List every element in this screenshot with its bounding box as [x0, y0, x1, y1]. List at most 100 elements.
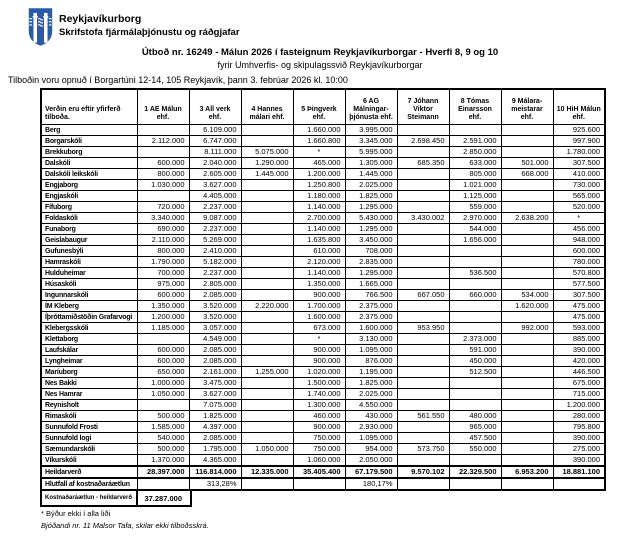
bid-amount-cell: 536.500 — [448, 267, 502, 279]
facility-label: Hamraskóli — [40, 256, 138, 268]
bid-amount-cell — [396, 377, 450, 389]
bid-amount-cell: 2.237.000 — [188, 223, 242, 235]
bid-amount-cell — [240, 454, 294, 467]
bid-amount-cell: 550.000 — [448, 443, 502, 455]
bid-amount-cell — [396, 278, 450, 290]
facility-label: Íþróttamiðstöðin Grafarvogi — [40, 311, 138, 323]
bid-amount-cell: 925.600 — [552, 124, 606, 136]
bid-amount-cell: 1.600.000 — [344, 322, 398, 334]
ratio-cell: 180,17% — [344, 477, 398, 491]
bid-amount-cell: 420.000 — [552, 355, 606, 367]
bid-amount-cell: 390.000 — [552, 344, 606, 356]
bid-amount-cell — [240, 179, 294, 191]
table-row: Lyngheimar 600.000 2.085.000 900.000 876.000… — [40, 355, 606, 367]
bid-amount-cell: 1.180.000 — [292, 190, 346, 202]
table-row: Maríuborg 650.000 2.161.000 1.255.000 1.020.… — [40, 366, 606, 378]
table-row: Fífuborg 720.000 2.237.000 1.140.000 1.295.0… — [40, 201, 606, 213]
bid-amount-cell — [500, 333, 554, 345]
bid-amount-cell: 997.900 — [552, 135, 606, 147]
bid-amount-cell: 1.195.000 — [344, 366, 398, 378]
bid-amount-cell — [448, 278, 502, 290]
bid-amount-cell: 1.700.000 — [292, 300, 346, 312]
facility-label: Sæmundarskóli — [40, 443, 138, 455]
bid-opening-info: Tilboðin voru opnuð í Borgartúni 12-14, … — [8, 75, 348, 85]
bid-amount-cell — [396, 366, 450, 378]
bid-amount-cell: 1.740.000 — [292, 388, 346, 400]
bid-amount-cell — [396, 355, 450, 367]
facility-label: Lyngheimar — [40, 355, 138, 367]
bid-amount-cell: 570.800 — [552, 267, 606, 279]
bid-amount-cell — [500, 399, 554, 411]
facility-label: Fífuborg — [40, 201, 138, 213]
bid-amount-cell: 2.805.000 — [188, 278, 242, 290]
bid-amount-cell: 900.000 — [292, 421, 346, 433]
bid-amount-cell: 540.000 — [136, 432, 190, 444]
bid-amount-cell — [240, 432, 294, 444]
bid-amount-cell: 4.365.000 — [188, 454, 242, 467]
bid-amount-cell: 650.000 — [136, 366, 190, 378]
total-label: Heildarverð — [40, 465, 138, 479]
bid-amount-cell: 5.269.000 — [188, 234, 242, 246]
bid-amount-cell: 307.500 — [552, 289, 606, 301]
bid-amount-cell — [396, 432, 450, 444]
bid-amount-cell — [448, 377, 502, 389]
bid-amount-cell: 885.000 — [552, 333, 606, 345]
bid-amount-cell — [240, 234, 294, 246]
bid-amount-cell — [500, 410, 554, 422]
bid-amount-cell: 1.790.000 — [136, 256, 190, 268]
bid-amount-cell — [500, 146, 554, 158]
bid-amount-cell — [500, 245, 554, 257]
bid-amount-cell: 1.660.000 — [292, 124, 346, 136]
bid-amount-cell: 667.050 — [396, 289, 450, 301]
bidder-header: 4 Hannes málari ehf. — [240, 88, 294, 125]
bid-amount-cell: 1.095.000 — [344, 344, 398, 356]
bid-amount-cell: 1.295.000 — [344, 267, 398, 279]
bid-amount-cell: 1.140.000 — [292, 267, 346, 279]
bid-amount-cell: 2.085.000 — [188, 344, 242, 356]
cost-estimate-label: Kostnaðaráætlun - heildarverð — [42, 491, 138, 505]
org-department: Skrifstofa fjármálaþjónustu og ráðgjafar — [59, 27, 240, 38]
bid-amount-cell — [396, 168, 450, 180]
bid-amount-cell: 561.550 — [396, 410, 450, 422]
bid-amount-cell: 685.350 — [396, 157, 450, 169]
total-amount-cell: 35.405.400 — [292, 465, 346, 479]
ratio-cell — [136, 477, 190, 491]
bid-amount-cell: 730.000 — [552, 179, 606, 191]
bid-amount-cell: 1.030.000 — [136, 179, 190, 191]
bid-amount-cell: 953.950 — [396, 322, 450, 334]
table-row: Rimaskóli 500.000 1.825.000 460.000 430.000 5… — [40, 410, 606, 422]
bid-amount-cell: 660.000 — [448, 289, 502, 301]
bid-amount-cell: 1.140.000 — [292, 223, 346, 235]
bid-amount-cell: 1.050.000 — [136, 388, 190, 400]
bid-amount-cell: 500.000 — [136, 443, 190, 455]
bid-amount-cell: 4.397.000 — [188, 421, 242, 433]
bid-amount-cell: 480.000 — [448, 410, 502, 422]
bid-amount-cell: 275.000 — [552, 443, 606, 455]
facility-label: Hulduheimar — [40, 267, 138, 279]
bid-amount-cell — [448, 454, 502, 467]
bid-amount-cell: 2.375.000 — [344, 300, 398, 312]
bid-amount-cell — [240, 124, 294, 136]
bid-amount-cell: 475.000 — [552, 311, 606, 323]
facility-label: Funaborg — [40, 223, 138, 235]
bid-amount-cell: * — [292, 146, 346, 158]
bid-amount-cell: 1.780.000 — [552, 146, 606, 158]
bid-amount-cell: 534.000 — [500, 289, 554, 301]
bid-amount-cell: 2.110.000 — [136, 234, 190, 246]
bid-amount-cell — [500, 443, 554, 455]
bid-amount-cell — [448, 245, 502, 257]
bid-amount-cell: 2.638.200 — [500, 212, 554, 224]
bid-amount-cell: 1.050.000 — [240, 443, 294, 455]
bid-amount-cell: 1.305.000 — [344, 157, 398, 169]
bid-amount-cell: 6.747.000 — [188, 135, 242, 147]
bid-amount-cell — [396, 190, 450, 202]
bidder-header: 1 AE Málun ehf. — [136, 88, 190, 125]
bid-amount-cell — [240, 333, 294, 345]
bid-amount-cell: 1.825.000 — [344, 190, 398, 202]
footnote-partial-bid: * Býður ekki í alla liði — [41, 509, 111, 518]
total-amount-cell: 28.397.000 — [136, 465, 190, 479]
total-amount-cell: 9.570.102 — [396, 465, 450, 479]
bid-amount-cell — [500, 311, 554, 323]
table-row: Heildarverð 28.397.000 116.814.000 12.335.0… — [40, 465, 606, 479]
bid-amount-cell — [240, 256, 294, 268]
